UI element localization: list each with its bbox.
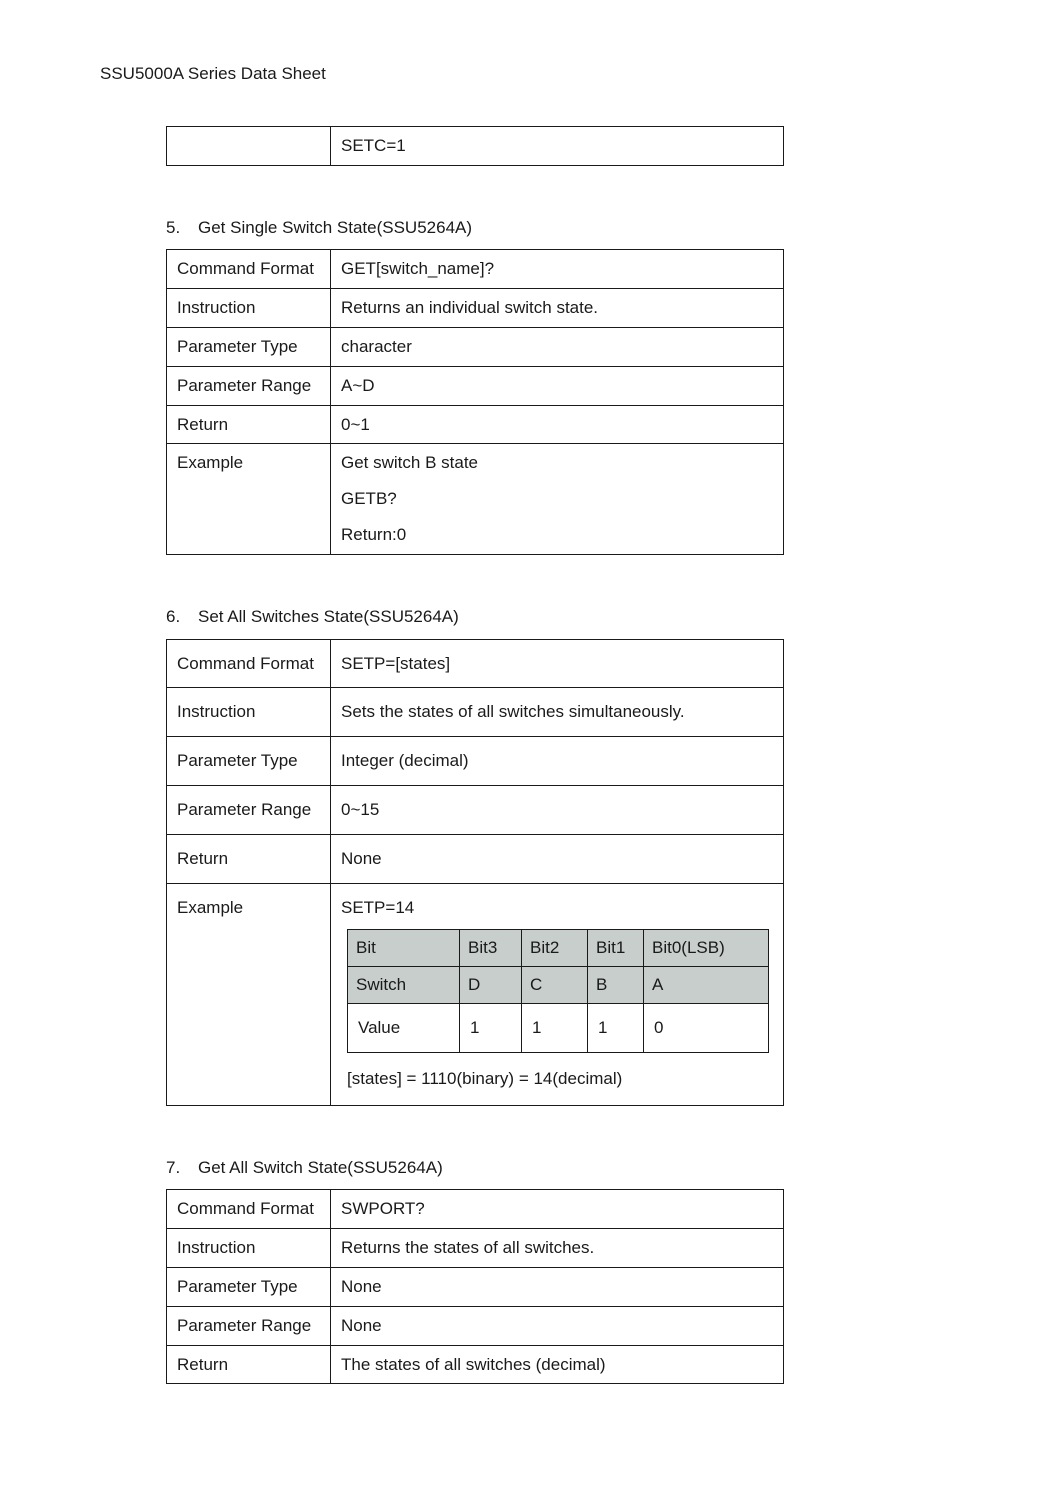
cell-value: 0~1 (331, 405, 784, 444)
cell-label: Return (167, 834, 331, 883)
cell-value: Returns an individual switch state. (331, 289, 784, 328)
bit-cell: 0 (644, 1003, 769, 1052)
cell-label: Parameter Range (167, 366, 331, 405)
table-row: Instruction Returns the states of all sw… (167, 1229, 784, 1268)
cell-label: Example (167, 444, 331, 554)
cell-value: A~D (331, 366, 784, 405)
bit-cell: Value (348, 1003, 460, 1052)
section-5-heading: 5. Get Single Switch State(SSU5264A) (166, 216, 784, 240)
section-title: Set All Switches State(SSU5264A) (198, 605, 459, 629)
table-row: Parameter Range A~D (167, 366, 784, 405)
section-6-table: Command Format SETP=[states] Instruction… (166, 639, 784, 1106)
example-line: Return:0 (341, 523, 773, 547)
cell-label: Command Format (167, 250, 331, 289)
cell-label: Return (167, 405, 331, 444)
cell-label: Return (167, 1345, 331, 1384)
table-row: Example SETP=14 Bit Bit3 Bit2 Bit1 Bit0(… (167, 883, 784, 1105)
content-area: SETC=1 5. Get Single Switch State(SSU526… (166, 126, 784, 1385)
cell-label: Parameter Range (167, 1306, 331, 1345)
table-row: Return None (167, 834, 784, 883)
cell-label: Command Format (167, 639, 331, 688)
cell-value: None (331, 1267, 784, 1306)
page-header: SSU5000A Series Data Sheet (100, 62, 960, 86)
cell-label: Parameter Type (167, 1267, 331, 1306)
cell-label: Instruction (167, 1229, 331, 1268)
table-row: SETC=1 (167, 126, 784, 165)
fragment-table: SETC=1 (166, 126, 784, 166)
bit-cell: D (460, 967, 522, 1004)
fragment-left-cell (167, 126, 331, 165)
cell-value: The states of all switches (decimal) (331, 1345, 784, 1384)
cell-value: SWPORT? (331, 1190, 784, 1229)
bit-header-cell: Bit2 (522, 930, 588, 967)
section-5-table: Command Format GET[switch_name]? Instruc… (166, 249, 784, 554)
table-row: Return 0~1 (167, 405, 784, 444)
cell-value: SETP=[states] (331, 639, 784, 688)
bit-cell: 1 (588, 1003, 644, 1052)
table-row: Instruction Returns an individual switch… (167, 289, 784, 328)
bit-cell: C (522, 967, 588, 1004)
bit-header-cell: Bit (348, 930, 460, 967)
cell-label: Parameter Type (167, 327, 331, 366)
bit-row: Switch D C B A (348, 967, 769, 1004)
section-7-table: Command Format SWPORT? Instruction Retur… (166, 1189, 784, 1384)
example-line: GETB? (341, 487, 773, 511)
cell-label: Instruction (167, 289, 331, 328)
bit-cell: 1 (460, 1003, 522, 1052)
cell-value: GET[switch_name]? (331, 250, 784, 289)
bit-header-row: Bit Bit3 Bit2 Bit1 Bit0(LSB) (348, 930, 769, 967)
cell-label: Instruction (167, 688, 331, 737)
cell-value: Integer (decimal) (331, 737, 784, 786)
cell-label: Example (167, 883, 331, 1105)
cell-value: None (331, 834, 784, 883)
cell-value: character (331, 327, 784, 366)
table-row: Return The states of all switches (decim… (167, 1345, 784, 1384)
section-number: 5. (166, 216, 184, 240)
section-number: 6. (166, 605, 184, 629)
bit-cell: Switch (348, 967, 460, 1004)
cell-label: Parameter Type (167, 737, 331, 786)
section-title: Get Single Switch State(SSU5264A) (198, 216, 472, 240)
fragment-right-cell: SETC=1 (331, 126, 784, 165)
table-row: Parameter Type Integer (decimal) (167, 737, 784, 786)
example-top: SETP=14 (341, 896, 773, 920)
cell-value: Sets the states of all switches simultan… (331, 688, 784, 737)
table-row: Parameter Range None (167, 1306, 784, 1345)
table-row: Example Get switch B state GETB? Return:… (167, 444, 784, 554)
section-title: Get All Switch State(SSU5264A) (198, 1156, 443, 1180)
section-7-heading: 7. Get All Switch State(SSU5264A) (166, 1156, 784, 1180)
section-number: 7. (166, 1156, 184, 1180)
table-row: Command Format SETP=[states] (167, 639, 784, 688)
cell-value: Returns the states of all switches. (331, 1229, 784, 1268)
section-6-heading: 6. Set All Switches State(SSU5264A) (166, 605, 784, 629)
header-title: SSU5000A Series Data Sheet (100, 64, 326, 83)
bit-table: Bit Bit3 Bit2 Bit1 Bit0(LSB) Switch D C … (347, 929, 769, 1052)
table-row: Parameter Range 0~15 (167, 785, 784, 834)
example-line: Get switch B state (341, 451, 773, 475)
cell-value-example: SETP=14 Bit Bit3 Bit2 Bit1 Bit0(LSB) Swi… (331, 883, 784, 1105)
bit-header-cell: Bit3 (460, 930, 522, 967)
table-row: Instruction Sets the states of all switc… (167, 688, 784, 737)
cell-value-example: Get switch B state GETB? Return:0 (331, 444, 784, 554)
cell-label: Command Format (167, 1190, 331, 1229)
bit-cell: 1 (522, 1003, 588, 1052)
bit-header-cell: Bit1 (588, 930, 644, 967)
table-row: Command Format SWPORT? (167, 1190, 784, 1229)
bit-row: Value 1 1 1 0 (348, 1003, 769, 1052)
bit-header-cell: Bit0(LSB) (644, 930, 769, 967)
table-row: Command Format GET[switch_name]? (167, 250, 784, 289)
table-row: Parameter Type None (167, 1267, 784, 1306)
bit-cell: A (644, 967, 769, 1004)
bit-cell: B (588, 967, 644, 1004)
cell-value: None (331, 1306, 784, 1345)
cell-label: Parameter Range (167, 785, 331, 834)
states-note: [states] = 1110(binary) = 14(decimal) (347, 1067, 773, 1091)
table-row: Parameter Type character (167, 327, 784, 366)
cell-value: 0~15 (331, 785, 784, 834)
